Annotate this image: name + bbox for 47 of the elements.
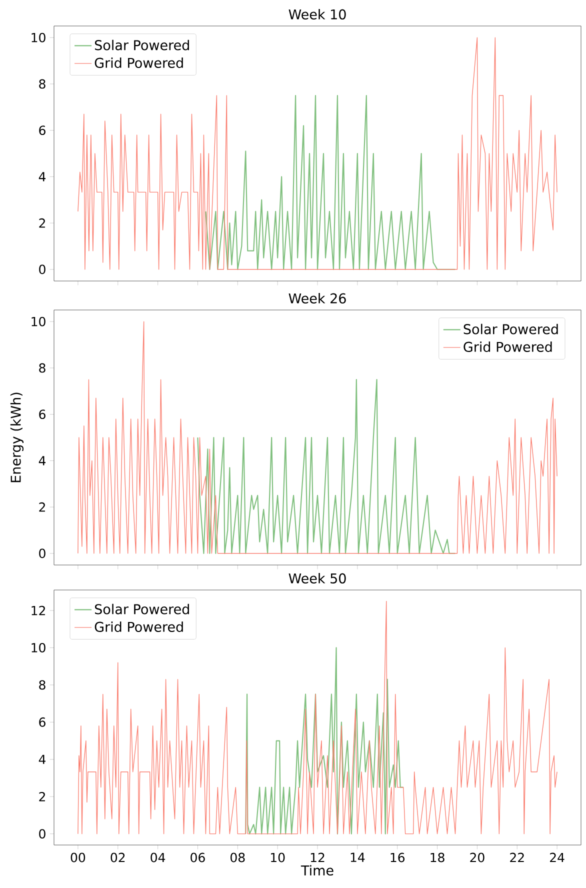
y-tick-label: 0 [39, 829, 46, 839]
y-tick-label: 4 [38, 172, 46, 182]
x-tick-label: 24 [550, 852, 564, 862]
line-series [78, 321, 558, 554]
y-tick-label: 6 [39, 410, 46, 420]
x-tick-label: 10 [271, 852, 285, 862]
x-tick-label: 12 [310, 852, 324, 862]
legend-label: Grid Powered [464, 342, 552, 352]
legend-label: Solar Powered [94, 40, 189, 50]
x-axis-title: Time [300, 865, 334, 876]
y-tick-label: 2 [39, 218, 45, 228]
x-tick-label: 08 [230, 852, 245, 862]
y-tick-label: 8 [39, 363, 46, 373]
y-tick-label: 2 [39, 502, 45, 512]
x-tick-label: 06 [190, 852, 205, 862]
chart-title: Week 26 [288, 293, 346, 304]
chart-title: Week 10 [288, 9, 346, 20]
x-tick-label: 16 [390, 852, 405, 862]
line-series [78, 600, 558, 834]
y-tick-label: 8 [39, 79, 46, 89]
y-tick-label: 12 [32, 606, 45, 616]
y-tick-label: 4 [38, 754, 46, 764]
x-tick-label: 22 [510, 852, 524, 862]
y-axis-title: Energy (kWh) [10, 392, 24, 482]
legend-label: Solar Powered [464, 324, 558, 334]
y-tick-label: 2 [39, 792, 45, 802]
line-series [78, 37, 558, 270]
legend-label: Grid Powered [94, 58, 183, 68]
legend-label: Solar Powered [94, 604, 189, 614]
line-series [245, 647, 404, 834]
x-tick-label: 20 [470, 852, 484, 862]
x-tick-label: 04 [150, 852, 166, 862]
legend-label: Grid Powered [94, 622, 183, 632]
y-tick-label: 0 [39, 548, 46, 558]
y-tick-label: 6 [39, 717, 46, 727]
x-tick-label: 14 [350, 852, 365, 862]
y-tick-label: 8 [39, 680, 46, 690]
y-tick-label: 10 [32, 32, 46, 42]
y-tick-label: 10 [32, 316, 46, 326]
x-tick-label: 18 [430, 852, 444, 862]
y-tick-label: 4 [38, 456, 46, 466]
x-tick-label: 00 [70, 852, 86, 862]
y-tick-label: 0 [39, 264, 46, 274]
x-tick-label: 02 [110, 852, 125, 862]
y-tick-label: 6 [39, 126, 46, 136]
chart-title: Week 50 [288, 573, 346, 584]
y-tick-label: 10 [32, 642, 46, 652]
